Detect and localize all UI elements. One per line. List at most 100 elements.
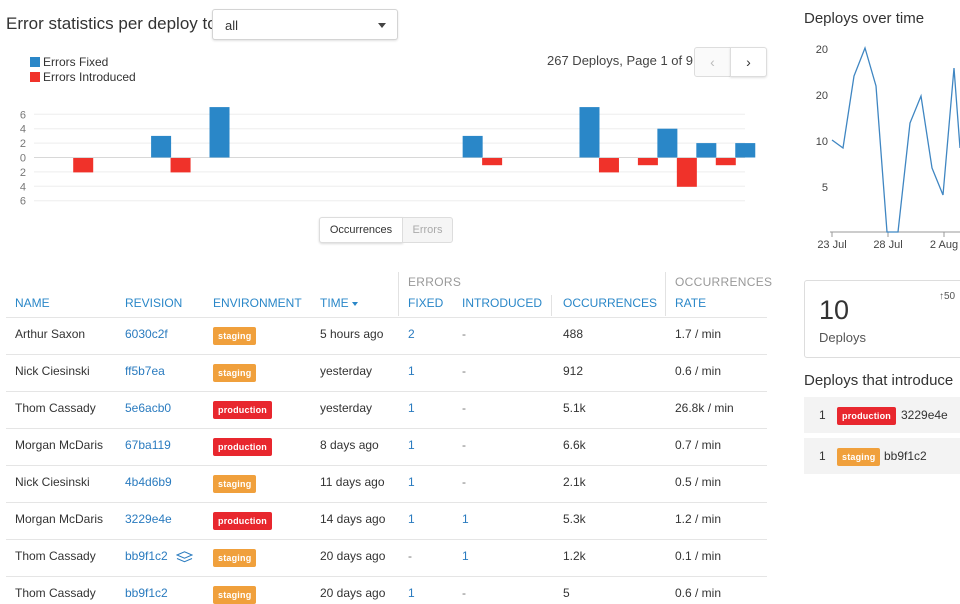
divider <box>398 272 399 316</box>
bar-errors-introduced[interactable] <box>676 158 697 187</box>
bar-errors-introduced[interactable] <box>170 158 191 173</box>
occurrences-count: 5.3k <box>563 512 586 526</box>
column-header-rate[interactable]: RATE <box>675 296 707 310</box>
bar-errors-fixed[interactable] <box>735 143 756 158</box>
fixed-count[interactable]: 2 <box>408 327 415 341</box>
deploy-time: 20 days ago <box>320 549 386 563</box>
introduced-count: - <box>462 586 466 600</box>
column-header-environment[interactable]: ENVIRONMENT <box>213 296 302 310</box>
introduced-count: - <box>462 475 466 489</box>
fixed-count[interactable]: 1 <box>408 512 415 526</box>
column-header-occurrences[interactable]: OCCURRENCES <box>563 296 658 310</box>
deployer-name: Morgan McDaris <box>15 512 104 526</box>
sort-down-icon <box>351 301 358 306</box>
y-tick-label: 0 <box>20 153 26 165</box>
bar-errors-introduced[interactable] <box>715 158 736 166</box>
environment-badge: production <box>213 512 272 530</box>
layers-icon[interactable] <box>176 551 193 563</box>
environment-badge: staging <box>213 475 257 493</box>
stat-delta: ↑50 <box>939 291 956 302</box>
environment-badge: staging <box>213 549 257 567</box>
revision-link[interactable]: 4b4d6b9 <box>125 475 172 489</box>
occurrence-rate: 26.8k / min <box>675 401 734 415</box>
line-y-tick-label: 5 <box>822 182 828 194</box>
next-page-button[interactable]: › <box>730 47 767 77</box>
prev-page-button[interactable]: ‹ <box>694 47 731 77</box>
introduced-count[interactable]: 1 <box>462 549 469 563</box>
introduced-count: - <box>462 401 466 415</box>
deploy-time: 11 days ago <box>320 475 385 489</box>
y-tick-label: 2 <box>20 138 26 150</box>
revision-link[interactable]: 5e6acb0 <box>125 401 172 415</box>
row-divider <box>6 317 767 318</box>
environment-badge: production <box>213 438 272 456</box>
bar-errors-fixed[interactable] <box>462 135 483 158</box>
deploy-time: 8 days ago <box>320 438 379 452</box>
occurrences-toggle-button[interactable]: Occurrences <box>319 217 403 243</box>
environment-badge: production <box>213 401 272 419</box>
revision-link[interactable]: bb9f1c2 <box>125 549 168 563</box>
environment-badge: staging <box>213 586 257 604</box>
bar-errors-fixed[interactable] <box>579 107 600 158</box>
environment-select[interactable]: all <box>212 9 398 40</box>
fixed-count[interactable]: 1 <box>408 438 415 452</box>
fixed-count[interactable]: 1 <box>408 586 415 600</box>
line-x-tick-label: 28 Jul <box>873 239 902 251</box>
column-header-time[interactable]: TIME <box>320 296 358 310</box>
occurrence-rate: 0.6 / min <box>675 364 722 378</box>
introduced-count: - <box>462 438 466 452</box>
fixed-count[interactable]: 1 <box>408 475 415 489</box>
deploy-time: 5 hours ago <box>320 327 384 341</box>
deployer-name: Arthur Saxon <box>15 327 86 341</box>
row-divider <box>6 539 767 540</box>
occurrence-rate: 1.2 / min <box>675 512 722 526</box>
line-x-tick-label: 2 Aug <box>930 239 958 251</box>
bar-errors-introduced[interactable] <box>598 158 619 173</box>
introduced-list-item[interactable]: 1 production 3229e4e <box>804 397 960 433</box>
bar-errors-fixed[interactable] <box>151 135 172 158</box>
introduced-count[interactable]: 1 <box>462 512 469 526</box>
errors-bar-chart: 6 4 2 0 2 4 6 <box>20 107 756 208</box>
deployer-name: Thom Cassady <box>15 586 96 600</box>
revision-link[interactable]: ff5b7ea <box>125 364 165 378</box>
occurrence-rate: 1.7 / min <box>675 327 722 341</box>
occurrences-count: 1.2k <box>563 549 586 563</box>
occurrences-count: 5.1k <box>563 401 586 415</box>
revision-link[interactable]: 3229e4e <box>125 512 172 526</box>
errors-toggle-button[interactable]: Errors <box>402 217 453 243</box>
occurrence-rate: 0.1 / min <box>675 549 722 563</box>
revision-link[interactable]: 67ba119 <box>125 438 171 452</box>
occurrences-count: 912 <box>563 364 584 378</box>
column-header-revision[interactable]: REVISION <box>125 296 183 310</box>
introduced-list-item[interactable]: 1 staging bb9f1c2 <box>804 438 960 474</box>
bar-errors-introduced[interactable] <box>482 158 503 166</box>
fixed-count[interactable]: 1 <box>408 364 415 378</box>
y-tick-label: 4 <box>20 124 26 136</box>
occurrences-count: 6.6k <box>563 438 586 452</box>
legend-swatch-introduced <box>30 72 40 82</box>
column-header-introduced[interactable]: INTRODUCED <box>462 296 542 310</box>
fixed-count[interactable]: 1 <box>408 401 415 415</box>
bar-errors-fixed[interactable] <box>696 143 717 158</box>
legend-label-fixed: Errors Fixed <box>43 55 109 69</box>
revision-link[interactable]: 6030c2f <box>125 327 168 341</box>
bar-errors-fixed[interactable] <box>657 128 678 158</box>
column-header-name[interactable]: NAME <box>15 296 50 310</box>
bar-errors-fixed[interactable] <box>209 107 230 158</box>
pagination-summary: 267 Deploys, Page 1 of 9 <box>547 53 693 68</box>
legend-swatch-fixed <box>30 57 40 67</box>
bar-errors-introduced[interactable] <box>73 158 94 173</box>
stat-value: 10 <box>819 295 850 325</box>
revision-link[interactable]: bb9f1c2 <box>125 586 168 600</box>
column-header-fixed[interactable]: FIXED <box>408 296 444 310</box>
bar-errors-introduced[interactable] <box>637 158 658 166</box>
line-y-tick-label: 20 <box>816 90 828 102</box>
legend-label-introduced: Errors Introduced <box>43 70 136 84</box>
errors-group-header: ERRORS <box>408 275 462 289</box>
deployer-name: Thom Cassady <box>15 401 96 415</box>
deployer-name: Nick Ciesinski <box>15 475 90 489</box>
environment-badge: production <box>837 407 896 425</box>
environment-badge: staging <box>213 364 257 382</box>
row-divider <box>6 465 767 466</box>
divider <box>665 272 666 316</box>
